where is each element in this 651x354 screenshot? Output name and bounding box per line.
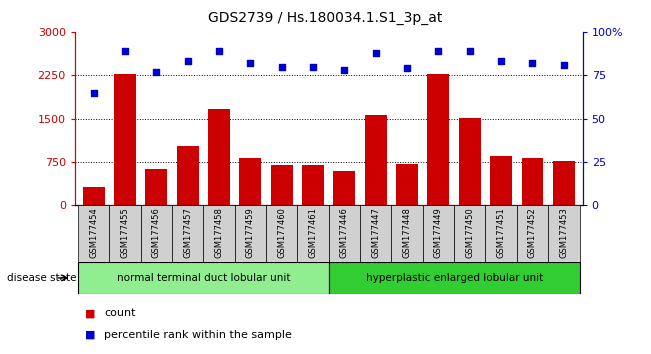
Bar — [235, 205, 266, 262]
Bar — [114, 74, 136, 205]
Bar — [172, 205, 203, 262]
Text: GSM177449: GSM177449 — [434, 207, 443, 258]
Text: percentile rank within the sample: percentile rank within the sample — [104, 330, 292, 339]
Text: GSM177454: GSM177454 — [89, 207, 98, 258]
Bar — [396, 164, 418, 205]
Point — [559, 62, 569, 68]
Text: GSM177447: GSM177447 — [371, 207, 380, 258]
Text: GSM177452: GSM177452 — [528, 207, 537, 258]
Point — [182, 58, 193, 64]
Bar — [548, 205, 579, 262]
Bar — [298, 205, 329, 262]
Point — [277, 64, 287, 69]
Text: GSM177446: GSM177446 — [340, 207, 349, 258]
Text: disease state: disease state — [7, 273, 76, 283]
Bar — [517, 205, 548, 262]
Bar — [329, 262, 579, 294]
Bar — [428, 74, 449, 205]
Bar — [553, 161, 575, 205]
Point — [527, 60, 538, 66]
Bar — [459, 118, 481, 205]
Point — [434, 48, 444, 54]
Text: GSM177458: GSM177458 — [215, 207, 223, 258]
Bar — [521, 158, 544, 205]
Text: GSM177448: GSM177448 — [402, 207, 411, 258]
Bar — [365, 115, 387, 205]
Text: GSM177456: GSM177456 — [152, 207, 161, 258]
Text: GSM177457: GSM177457 — [183, 207, 192, 258]
Bar — [109, 205, 141, 262]
Point — [496, 58, 506, 64]
Bar — [422, 205, 454, 262]
Text: GDS2739 / Hs.180034.1.S1_3p_at: GDS2739 / Hs.180034.1.S1_3p_at — [208, 11, 443, 25]
Bar — [78, 205, 109, 262]
Point — [151, 69, 161, 75]
Bar — [145, 170, 167, 205]
Point — [214, 48, 224, 54]
Bar — [203, 205, 235, 262]
Point — [89, 90, 99, 96]
Text: ■: ■ — [85, 330, 99, 339]
Bar — [141, 205, 172, 262]
Bar — [240, 158, 261, 205]
Bar — [454, 205, 486, 262]
Bar — [271, 165, 293, 205]
Text: GSM177451: GSM177451 — [497, 207, 506, 258]
Text: GSM177459: GSM177459 — [246, 207, 255, 258]
Text: hyperplastic enlarged lobular unit: hyperplastic enlarged lobular unit — [365, 273, 543, 283]
Text: GSM177455: GSM177455 — [120, 207, 130, 258]
Text: normal terminal duct lobular unit: normal terminal duct lobular unit — [117, 273, 290, 283]
Bar — [391, 205, 422, 262]
Bar — [83, 187, 105, 205]
Bar — [333, 171, 355, 205]
Bar — [486, 205, 517, 262]
Text: GSM177461: GSM177461 — [309, 207, 318, 258]
Text: count: count — [104, 308, 135, 318]
Point — [339, 67, 350, 73]
Bar — [302, 165, 324, 205]
Bar — [490, 156, 512, 205]
Text: GSM177450: GSM177450 — [465, 207, 475, 258]
Point — [465, 48, 475, 54]
Point — [370, 50, 381, 56]
Point — [245, 60, 256, 66]
Bar — [360, 205, 391, 262]
Point — [402, 65, 412, 71]
Bar — [266, 205, 298, 262]
Text: GSM177460: GSM177460 — [277, 207, 286, 258]
Point — [120, 48, 130, 54]
Text: ■: ■ — [85, 308, 99, 318]
Text: GSM177453: GSM177453 — [559, 207, 568, 258]
Bar — [329, 205, 360, 262]
Point — [308, 64, 318, 69]
Bar — [208, 109, 230, 205]
Bar — [78, 262, 329, 294]
Bar — [176, 146, 199, 205]
